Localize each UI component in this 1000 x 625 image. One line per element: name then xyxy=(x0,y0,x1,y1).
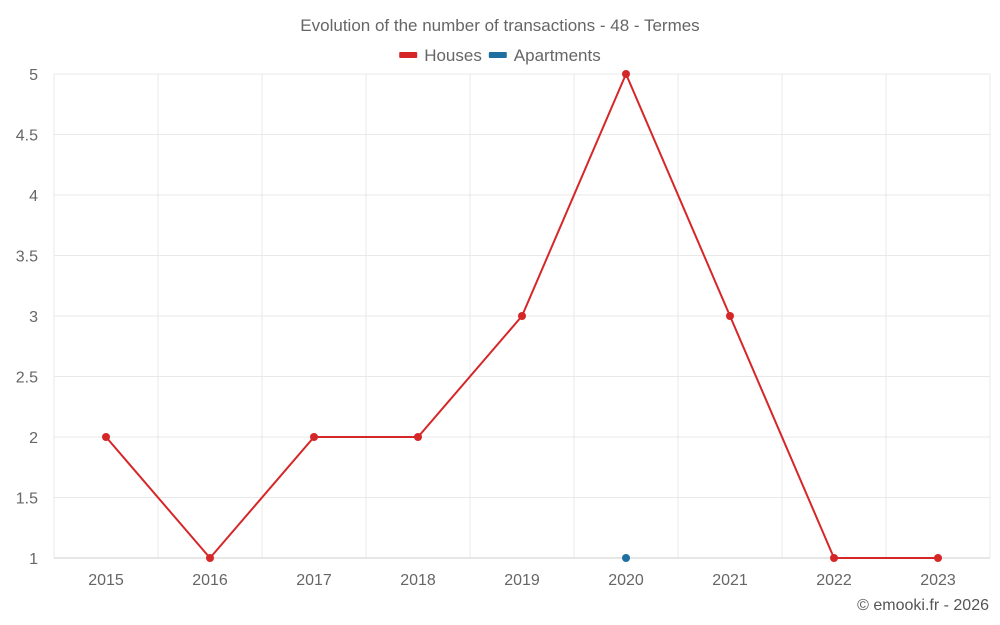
legend-item-apartments[interactable]: Apartments xyxy=(488,46,601,65)
x-tick-label: 2023 xyxy=(920,572,956,589)
data-point xyxy=(622,554,630,562)
legend-swatch xyxy=(488,52,507,58)
y-tick-label: 1.5 xyxy=(16,491,38,508)
y-tick-label: 4.5 xyxy=(16,128,38,145)
legend-label: Houses xyxy=(424,46,482,65)
x-tick-label: 2015 xyxy=(88,572,124,589)
series-houses xyxy=(102,70,942,562)
data-point xyxy=(830,554,838,562)
legend-label: Apartments xyxy=(514,46,601,65)
legend: Houses Apartments xyxy=(399,46,601,65)
y-axis-ticks: 1 1.5 2 2.5 3 3.5 4 4.5 5 xyxy=(16,67,38,568)
y-tick-label: 3 xyxy=(29,309,38,326)
y-tick-label: 1 xyxy=(29,551,38,568)
data-point xyxy=(934,554,942,562)
x-tick-label: 2019 xyxy=(504,572,540,589)
y-tick-label: 2.5 xyxy=(16,370,38,387)
credit-text: © emooki.fr - 2026 xyxy=(857,597,989,614)
data-point xyxy=(206,554,214,562)
series xyxy=(102,70,942,562)
x-tick-label: 2020 xyxy=(608,572,644,589)
y-tick-label: 2 xyxy=(29,430,38,447)
x-tick-label: 2021 xyxy=(712,572,748,589)
data-point xyxy=(310,433,318,441)
x-tick-label: 2018 xyxy=(400,572,436,589)
legend-swatch xyxy=(399,52,418,58)
data-point xyxy=(414,433,422,441)
y-tick-label: 3.5 xyxy=(16,249,38,266)
legend-item-houses[interactable]: Houses xyxy=(399,46,482,65)
x-axis-ticks: 2015 2016 2017 2018 2019 2020 2021 2022 2023 xyxy=(88,572,956,589)
x-tick-label: 2017 xyxy=(296,572,332,589)
data-point xyxy=(102,433,110,441)
y-tick-label: 4 xyxy=(29,188,38,205)
y-tick-label: 5 xyxy=(29,67,38,84)
chart-title: Evolution of the number of transactions … xyxy=(300,16,699,35)
x-tick-label: 2022 xyxy=(816,572,852,589)
data-point xyxy=(518,312,526,320)
data-point xyxy=(622,70,630,78)
x-tick-label: 2016 xyxy=(192,572,228,589)
series-apartments xyxy=(622,554,630,562)
data-point xyxy=(726,312,734,320)
